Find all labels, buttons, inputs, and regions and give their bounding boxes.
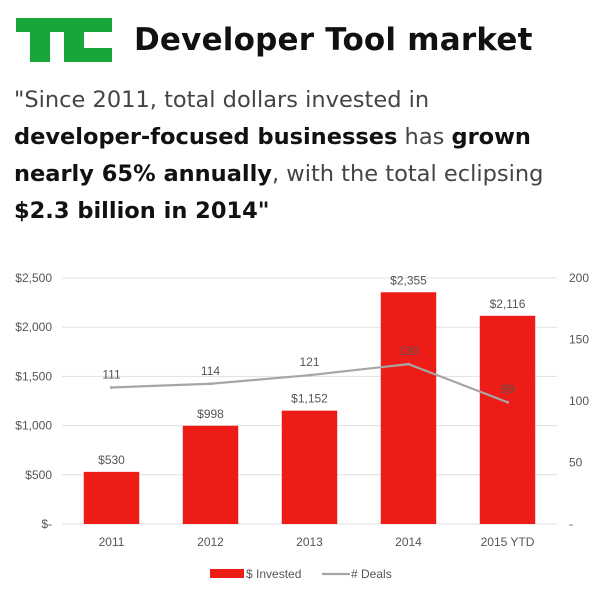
bar-data-label: $530 (98, 453, 125, 467)
bar-data-label: $2,355 (390, 273, 427, 287)
y-right-tick-label: 200 (569, 271, 589, 285)
deals-point (110, 385, 113, 389)
deals-data-label: 99 (501, 382, 515, 396)
y-left-tick-label: $- (41, 517, 52, 531)
quote-line-2: developer-focused businesses has grown (14, 119, 594, 156)
deals-point (506, 400, 509, 404)
page-title: Developer Tool market (134, 22, 533, 58)
x-tick-label: 2015 YTD (481, 535, 535, 549)
legend-bar-swatch (210, 569, 244, 578)
quote-line-1: "Since 2011, total dollars invested in (14, 82, 594, 119)
x-tick-label: 2014 (395, 535, 422, 549)
deals-data-label: 121 (299, 355, 319, 369)
investment-chart: $- $500 $1,000 $1,500 $2,000 $2,500 - 50 100 150 2… (15, 271, 589, 581)
bar (281, 410, 338, 524)
quote-text: "Since 2011, total dollars invested in d… (14, 82, 594, 230)
y-right-tick-label: - (569, 517, 573, 531)
bar-data-label: $2,116 (490, 297, 526, 311)
quote-line1-seg-0: "Since 2011, total dollars invested in (14, 87, 430, 113)
deals-data-label: 130 (398, 344, 418, 358)
bar (182, 425, 239, 524)
deals-data-label: 111 (102, 367, 121, 381)
x-tick-label: 2013 (296, 535, 323, 549)
deals-point (308, 373, 311, 377)
quote-line-3: nearly 65% annually, with the total ecli… (14, 156, 594, 193)
quote-line4-seg-0: $2.3 billion in 2014" (14, 198, 270, 224)
deals-point (407, 362, 410, 366)
quote-line3-seg-0: nearly 65% annually (14, 161, 272, 187)
bar-data-label: $998 (197, 407, 224, 421)
deals-point (209, 382, 212, 386)
x-tick-label: 2011 (99, 535, 125, 549)
bar-data-label: $1,152 (291, 392, 328, 406)
legend-bar-label: $ Invested (246, 567, 301, 581)
techcrunch-logo (16, 18, 112, 62)
bar (83, 471, 140, 524)
y-right-tick-label: 50 (569, 456, 583, 470)
y-right-tick-label: 150 (569, 333, 589, 347)
legend-line-label: # Deals (351, 567, 392, 581)
y-left-tick-label: $2,500 (15, 271, 52, 285)
quote-line2-seg-0: developer-focused businesses (14, 124, 398, 150)
bar (479, 315, 536, 524)
bar (380, 292, 437, 524)
y-right-tick-label: 100 (569, 394, 589, 408)
quote-line2-seg-2: grown (451, 124, 531, 150)
quote-line2-seg-1: has (397, 124, 452, 150)
quote-line-4: $2.3 billion in 2014" (14, 193, 594, 230)
x-tick-label: 2012 (197, 535, 224, 549)
quote-line3-seg-1: , with the total eclipsing (271, 161, 544, 187)
y-left-tick-label: $500 (25, 468, 52, 482)
y-left-tick-label: $1,500 (15, 369, 52, 383)
y-left-tick-label: $2,000 (15, 320, 52, 334)
y-left-tick-label: $1,000 (15, 419, 52, 433)
deals-data-label: 114 (201, 364, 220, 378)
